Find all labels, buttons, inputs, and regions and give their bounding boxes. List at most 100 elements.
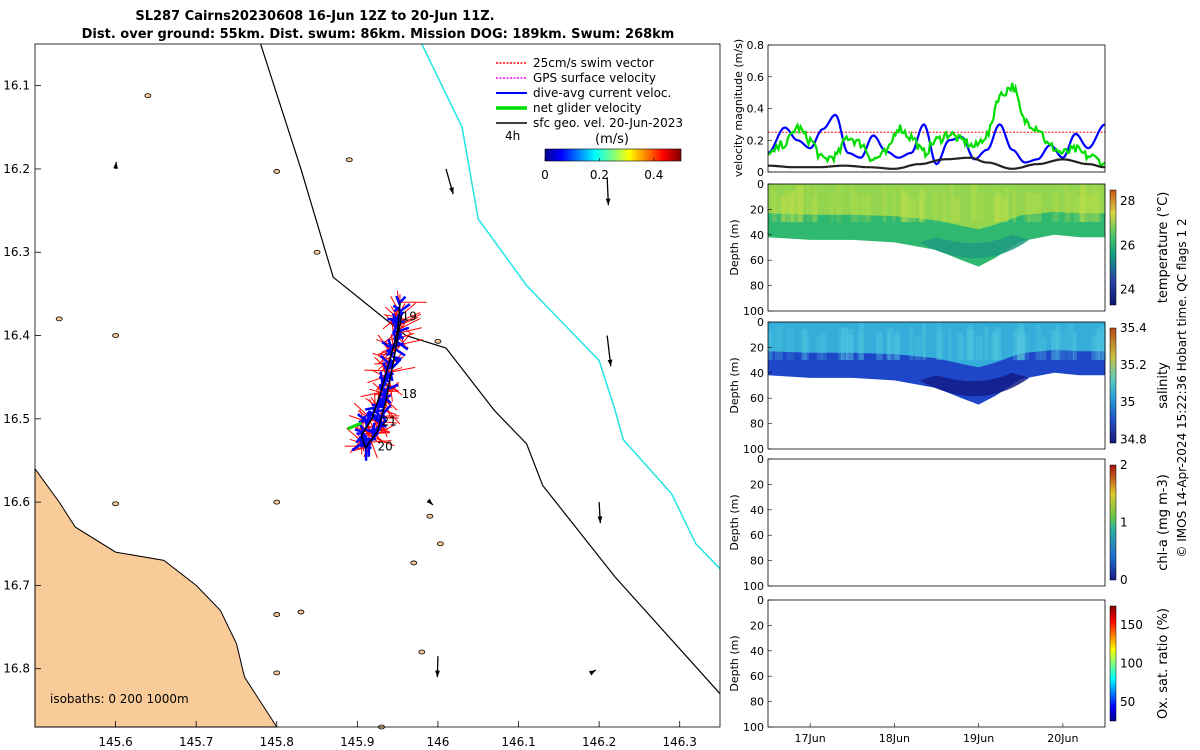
- section-texture-streak: [1012, 329, 1020, 361]
- section-ytick-label: 100: [743, 580, 764, 593]
- swim-vector: [364, 369, 387, 372]
- section-ytick-label: 0: [757, 453, 764, 466]
- velocity-ytick-label: 0.8: [747, 39, 765, 52]
- swim-vector: [389, 380, 393, 402]
- legend-label-dive: dive-avg current veloc.: [533, 86, 671, 100]
- section-colorbar: [1109, 605, 1117, 722]
- map-colorbar-tick-label: 0.2: [590, 168, 609, 182]
- section-texture-streak: [866, 194, 872, 223]
- section-texture-streak: [774, 325, 783, 361]
- velocity-axes: 0 0.2 0.4 0.6 0.8: [747, 39, 772, 179]
- section-ytick-label: 60: [750, 392, 764, 405]
- isobath-1000m-line: [421, 43, 721, 570]
- section-ylabel: Depth (m): [728, 357, 741, 413]
- section-texture-streak: [854, 193, 860, 223]
- section-texture-streak: [909, 325, 914, 361]
- section-texture-streak: [936, 322, 942, 361]
- section-texture-streak: [919, 189, 927, 223]
- map-ytick-label: 16.2: [3, 162, 30, 176]
- geo-velocity-arrowhead: [605, 198, 611, 206]
- section-texture-streak: [901, 193, 906, 223]
- track-day-label: 19: [402, 310, 417, 324]
- section-texture-streak: [1012, 189, 1016, 223]
- section-colorbar-label: chl-a (mg m-3): [1156, 474, 1171, 571]
- section-colorbar-tick-label: 100: [1120, 657, 1143, 671]
- section-texture-streak: [958, 332, 963, 361]
- section-texture-streak: [1063, 184, 1070, 223]
- section-texture-streak: [780, 196, 786, 223]
- section-texture-streak: [861, 194, 870, 223]
- section-texture-streak: [1055, 192, 1060, 223]
- glider-track-line: [360, 302, 403, 450]
- velocity-plot-area: [768, 45, 1105, 172]
- section-colorbar-label: temperature (°C): [1156, 192, 1171, 304]
- geo-velocity-arrowhead: [597, 516, 603, 524]
- island-marker: [273, 169, 281, 174]
- island-marker: [55, 316, 63, 322]
- island-marker: [436, 541, 444, 547]
- island-marker: [313, 249, 321, 255]
- section-texture-streak: [994, 327, 1002, 361]
- geo-velocity-arrowhead: [113, 161, 119, 169]
- section-texture-streak: [859, 322, 865, 361]
- section-plot-area: [768, 459, 1105, 586]
- velocity-ytick-label: 0: [757, 166, 764, 179]
- section-texture-streak: [893, 335, 900, 361]
- section-deep-anomaly: [919, 234, 1030, 259]
- legend-label-gps: GPS surface velocity: [533, 71, 656, 85]
- swim-vector: [370, 440, 378, 459]
- section-colorbar-label: salinity: [1156, 362, 1171, 409]
- section-texture-streak: [1052, 193, 1058, 223]
- net-velocity-vector: [347, 421, 362, 431]
- section-texture-streak: [796, 185, 805, 223]
- section-ytick-label: 0: [757, 594, 764, 607]
- section-texture-streak: [1095, 186, 1102, 223]
- section-texture-streak: [899, 187, 904, 223]
- section-texture-streak: [975, 336, 983, 361]
- map-xtick-label: 146.2: [582, 735, 616, 749]
- section-texture-streak: [949, 185, 954, 223]
- map-legend: 25cm/s swim vector GPS surface velocity …: [496, 56, 683, 143]
- section-ytick-label: 80: [750, 696, 764, 709]
- geo-velocity-arrowhead: [426, 498, 433, 505]
- section-ytick-label: 0: [757, 178, 764, 191]
- section-upper-water: [768, 322, 1105, 368]
- legend-4h-note: 4h: [505, 129, 520, 143]
- track-day-label: 21: [382, 414, 397, 428]
- section-ytick-label: 80: [750, 280, 764, 293]
- section-texture-streak: [1027, 192, 1035, 223]
- section-colorbar-tick-label: 2: [1120, 458, 1128, 472]
- section-texture-streak: [914, 335, 922, 361]
- map-colorbar-ticks: 0 0.2 0.4: [541, 158, 663, 182]
- section-texture-streak: [785, 190, 792, 223]
- section-texture-streak: [1035, 325, 1041, 361]
- map-colorbar-bar: [544, 148, 682, 162]
- section-xtick-label: 18Jun: [879, 732, 910, 745]
- section-colorbar-label: Ox. sat. ratio (%): [1156, 608, 1171, 719]
- velocity-panel: 0 0.2 0.4 0.6 0.8 velocity magnitude (m/s): [732, 39, 1106, 179]
- track-day-label: 20: [378, 439, 393, 453]
- section-texture-streak: [894, 330, 900, 361]
- section-colorbar-tick-label: 26: [1120, 238, 1135, 252]
- island-marker: [297, 609, 305, 615]
- section-texture-streak: [1022, 334, 1030, 361]
- map-axes: 145.6 145.7 145.8 145.9 146 146.1 146.2 146.3 16…: [3, 79, 697, 749]
- section-texture-streak: [935, 333, 944, 361]
- section-ytick-label: 100: [743, 721, 764, 734]
- section-frame: [767, 458, 1106, 587]
- section-texture-streak: [1040, 337, 1047, 361]
- dive-current-vector: [394, 348, 406, 357]
- section-ylabel: Depth (m): [728, 219, 741, 275]
- map-colorbar-tick-label: 0.4: [644, 168, 663, 182]
- geo-velocity-arrowhead: [435, 670, 440, 678]
- map-ytick-label: 16.7: [3, 578, 30, 592]
- section-texture-streak: [993, 195, 999, 223]
- map-xtick-label: 145.8: [260, 735, 294, 749]
- island-marker: [144, 93, 152, 99]
- dive-current-vector: [374, 408, 384, 414]
- section-texture-streak: [1067, 323, 1075, 361]
- dive-current-vector: [392, 304, 401, 311]
- dive-current-vector: [387, 383, 399, 391]
- section-ytick-label: 40: [750, 504, 764, 517]
- section-ytick-label: 100: [743, 443, 764, 456]
